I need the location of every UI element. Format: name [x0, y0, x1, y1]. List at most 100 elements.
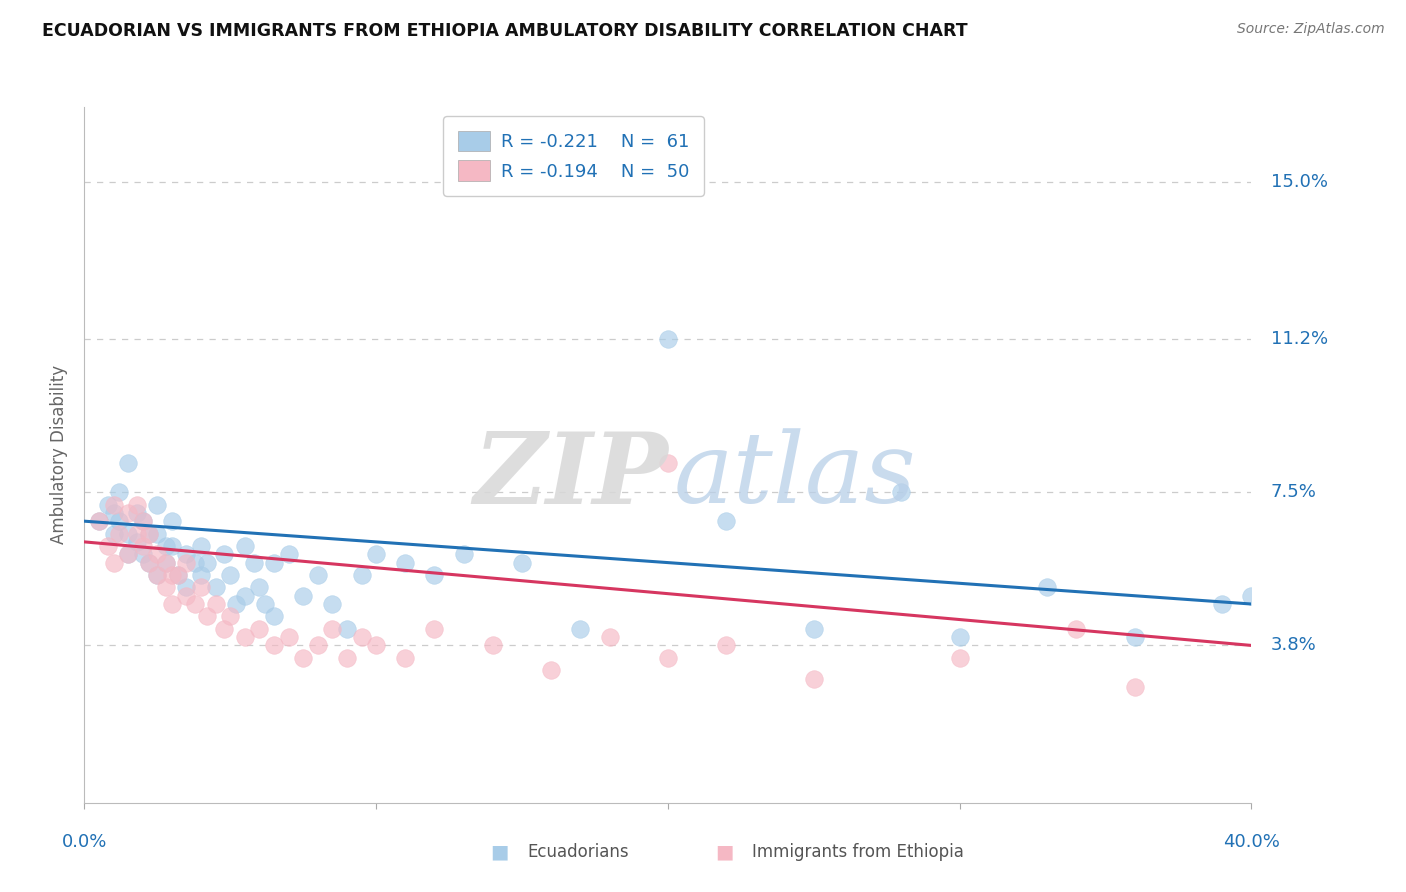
Point — [714, 514, 737, 528]
Point — [321, 622, 343, 636]
Point — [190, 581, 212, 595]
Point — [307, 568, 329, 582]
Point — [1211, 597, 1233, 611]
Point — [948, 630, 970, 644]
Point — [160, 597, 183, 611]
Text: Ecuadorians: Ecuadorians — [527, 843, 628, 861]
Point — [117, 547, 139, 561]
Point — [214, 547, 236, 561]
Point — [155, 556, 177, 570]
Point — [146, 547, 169, 561]
Point — [117, 456, 139, 470]
Point — [394, 651, 416, 665]
Point — [138, 556, 160, 570]
Point — [117, 506, 139, 520]
Point — [599, 630, 621, 644]
Point — [155, 556, 177, 570]
Point — [190, 568, 212, 582]
Point — [103, 498, 125, 512]
Point — [132, 514, 155, 528]
Text: ■: ■ — [489, 842, 509, 862]
Point — [176, 556, 198, 570]
Point — [146, 568, 169, 582]
Text: 15.0%: 15.0% — [1271, 172, 1327, 191]
Text: ■: ■ — [714, 842, 734, 862]
Point — [108, 514, 131, 528]
Point — [108, 485, 131, 500]
Point — [657, 332, 679, 346]
Point — [336, 651, 359, 665]
Point — [366, 639, 388, 653]
Point — [166, 568, 188, 582]
Point — [97, 498, 120, 512]
Point — [132, 539, 155, 553]
Point — [394, 556, 416, 570]
Point — [138, 556, 160, 570]
Text: 3.8%: 3.8% — [1271, 636, 1316, 655]
Point — [292, 589, 315, 603]
Point — [307, 639, 329, 653]
Point — [155, 539, 177, 553]
Point — [132, 547, 155, 561]
Point — [117, 547, 139, 561]
Point — [277, 547, 299, 561]
Point — [803, 622, 825, 636]
Point — [125, 506, 148, 520]
Point — [176, 581, 198, 595]
Text: 40.0%: 40.0% — [1223, 833, 1279, 851]
Point — [481, 639, 505, 653]
Point — [948, 651, 970, 665]
Point — [1123, 680, 1146, 694]
Point — [160, 539, 183, 553]
Point — [277, 630, 299, 644]
Point — [247, 622, 270, 636]
Text: 0.0%: 0.0% — [62, 833, 107, 851]
Point — [184, 597, 207, 611]
Point — [233, 539, 256, 553]
Point — [1036, 581, 1059, 595]
Point — [166, 568, 188, 582]
Point — [138, 526, 160, 541]
Text: 11.2%: 11.2% — [1271, 330, 1329, 348]
Point — [233, 589, 256, 603]
Text: Source: ZipAtlas.com: Source: ZipAtlas.com — [1237, 22, 1385, 37]
Point — [204, 597, 226, 611]
Point — [890, 485, 912, 500]
Text: atlas: atlas — [673, 428, 917, 524]
Point — [146, 498, 169, 512]
Point — [204, 581, 226, 595]
Point — [242, 556, 264, 570]
Point — [176, 589, 198, 603]
Point — [138, 526, 160, 541]
Point — [657, 456, 679, 470]
Point — [263, 556, 285, 570]
Point — [190, 539, 212, 553]
Point — [233, 630, 256, 644]
Point — [714, 639, 737, 653]
Point — [125, 526, 148, 541]
Point — [321, 597, 343, 611]
Point — [117, 526, 139, 541]
Point — [103, 526, 125, 541]
Point — [125, 535, 148, 549]
Point — [803, 672, 825, 686]
Point — [87, 514, 110, 528]
Text: Immigrants from Ethiopia: Immigrants from Ethiopia — [752, 843, 965, 861]
Point — [103, 506, 125, 520]
Point — [87, 514, 110, 528]
Text: ECUADORIAN VS IMMIGRANTS FROM ETHIOPIA AMBULATORY DISABILITY CORRELATION CHART: ECUADORIAN VS IMMIGRANTS FROM ETHIOPIA A… — [42, 22, 967, 40]
Point — [219, 568, 242, 582]
Point — [657, 651, 679, 665]
Point — [263, 639, 285, 653]
Point — [350, 630, 373, 644]
Point — [263, 609, 285, 624]
Point — [453, 547, 475, 561]
Point — [125, 498, 148, 512]
Point — [103, 556, 125, 570]
Point — [160, 568, 183, 582]
Point — [155, 581, 177, 595]
Point — [195, 609, 218, 624]
Point — [146, 526, 169, 541]
Point — [132, 514, 155, 528]
Point — [1240, 589, 1263, 603]
